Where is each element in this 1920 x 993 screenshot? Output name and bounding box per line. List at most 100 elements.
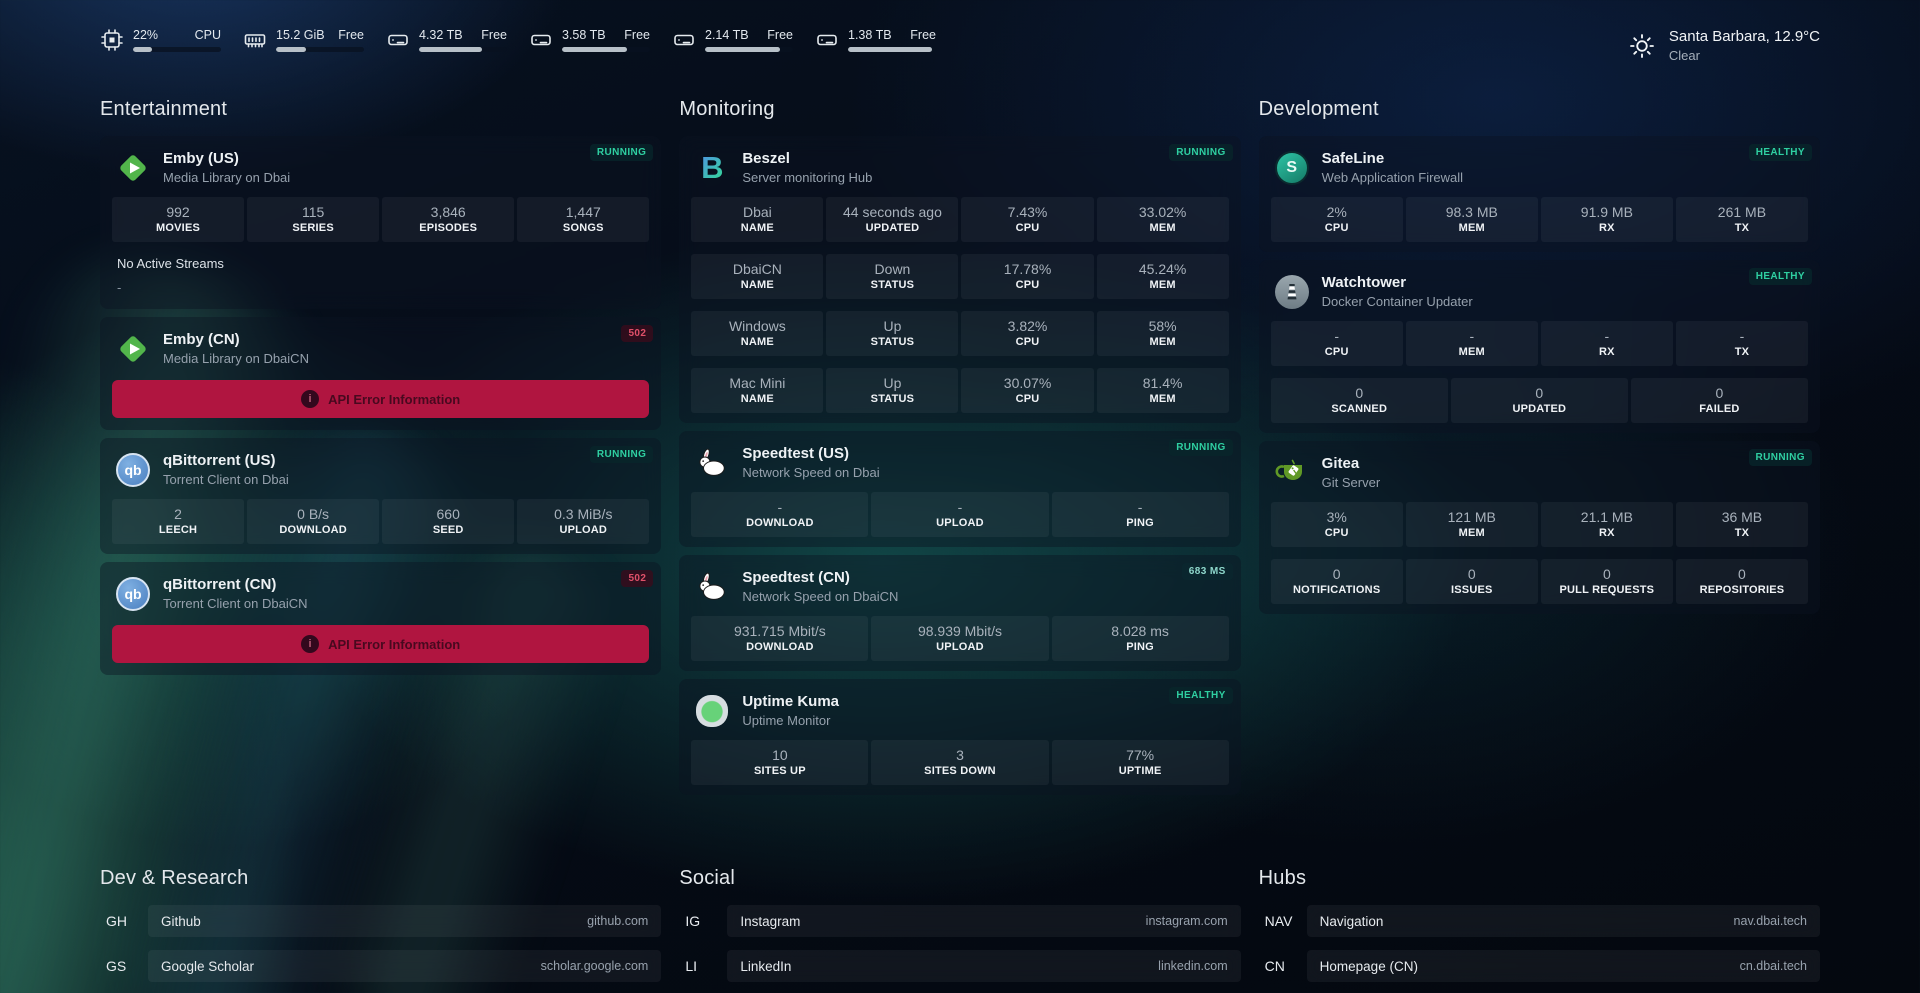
service-link-speedtest-cn[interactable]: Speedtest (CN) Network Speed on DbaiCN	[679, 555, 1240, 616]
api-error-banner[interactable]: i API Error Information	[112, 625, 650, 663]
stat-label: NAME	[740, 222, 774, 234]
stat-label: CPU	[1324, 527, 1349, 539]
stat-label: CPU	[1015, 222, 1040, 234]
stat-value: Mac Mini	[729, 375, 786, 391]
stat-value: 17.78%	[1003, 261, 1052, 277]
resource-bar	[419, 47, 507, 52]
service-link-uptime-kuma[interactable]: Uptime Kuma Uptime Monitor	[679, 679, 1240, 740]
stat-block: 0 SCANNED	[1270, 378, 1448, 423]
status-badge: RUNNING	[589, 446, 654, 463]
service-link-safeline[interactable]: S SafeLine Web Application Firewall	[1259, 136, 1820, 197]
safeline-shield-icon: S	[1274, 150, 1309, 185]
service-card-emby-cn: 502 Emby (CN) Media Library on DbaiCN i	[100, 317, 662, 430]
stat-label: REPOSITORIES	[1699, 584, 1785, 596]
bookmark-link-linkedin[interactable]: LinkedIn linkedin.com	[727, 950, 1241, 982]
bookmark-abbr: IG	[685, 913, 701, 929]
stat-block: 0 REPOSITORIES	[1675, 559, 1808, 604]
stat-block: 3.82% CPU	[961, 311, 1094, 356]
bookmark-url: nav.dbai.tech	[1733, 914, 1807, 928]
service-link-beszel[interactable]: B Beszel Server monitoring Hub	[679, 136, 1240, 197]
service-title: SafeLine	[1321, 150, 1385, 167]
stat-label: MOVIES	[156, 222, 201, 234]
service-card-emby-us: RUNNING Emby (US) Media Library on Dbai	[100, 136, 662, 309]
stat-grid: - DOWNLOAD - UPLOAD - PING	[679, 492, 1240, 547]
stat-value: 3%	[1326, 509, 1347, 525]
stat-value: 660	[436, 506, 460, 522]
top-bar: 22% CPU 15.2 GiB Fr	[100, 28, 1820, 74]
stat-block: 931.715 Mbit/s DOWNLOAD	[691, 616, 869, 661]
service-subtitle: Torrent Client on Dbai	[163, 472, 289, 487]
stat-label: MEM	[1458, 222, 1485, 234]
emby-icon	[116, 332, 150, 366]
stat-block: Up STATUS	[826, 311, 959, 356]
stat-label: PING	[1126, 517, 1154, 529]
api-error-banner[interactable]: i API Error Information	[112, 380, 650, 418]
service-link-watchtower[interactable]: Watchtower Docker Container Updater	[1259, 260, 1820, 321]
stat-value: 81.4%	[1142, 375, 1183, 391]
service-link-speedtest-us[interactable]: Speedtest (US) Network Speed on Dbai	[679, 431, 1240, 492]
resource-label: Free	[624, 28, 650, 42]
stat-block: Mac Mini NAME	[691, 368, 824, 413]
resource-label: Free	[910, 28, 936, 42]
stat-label: EPISODES	[419, 222, 478, 234]
stat-block: 2 LEECH	[112, 499, 245, 544]
resource-cpu: 22% CPU	[100, 28, 221, 52]
stat-block: 7.43% CPU	[961, 197, 1094, 242]
stat-block: DbaiCN NAME	[691, 254, 824, 299]
stat-block: - CPU	[1270, 321, 1403, 366]
no-active-streams-text: No Active Streams	[117, 256, 224, 271]
stat-block: 3% CPU	[1270, 502, 1403, 547]
stat-block: 0 B/s DOWNLOAD	[247, 499, 380, 544]
stat-label: UPLOAD	[559, 524, 608, 536]
stat-label: MEM	[1458, 346, 1485, 358]
resource-bar-fill	[848, 47, 932, 52]
stat-value: 0	[1738, 566, 1746, 582]
stat-block: 45.24% MEM	[1096, 254, 1229, 299]
bookmark-link-instagram[interactable]: Instagram instagram.com	[727, 905, 1241, 937]
stat-label: UPLOAD	[936, 517, 984, 529]
stat-label: RX	[1599, 222, 1615, 234]
service-link-qbittorrent-us[interactable]: qb qBittorrent (US) Torrent Client on Db…	[100, 438, 661, 499]
service-link-emby-us[interactable]: Emby (US) Media Library on Dbai	[100, 136, 661, 197]
stat-block: 0 FAILED	[1630, 378, 1808, 423]
bookmark-url: cn.dbai.tech	[1739, 959, 1807, 973]
stat-label: UPDATED	[865, 222, 920, 234]
service-link-qbittorrent-cn[interactable]: qb qBittorrent (CN) Torrent Client on Db…	[100, 562, 661, 623]
bookmark-link-google-scholar[interactable]: Google Scholar scholar.google.com	[148, 950, 662, 982]
stat-label: MEM	[1149, 393, 1176, 405]
status-badge: RUNNING	[1748, 449, 1812, 466]
service-link-emby-cn[interactable]: Emby (CN) Media Library on DbaiCN	[100, 317, 661, 378]
stat-block: 30.07% CPU	[961, 368, 1094, 413]
service-subtitle: Media Library on Dbai	[163, 170, 291, 185]
resource-bar	[705, 47, 793, 52]
stat-block: 660 SEED	[382, 499, 515, 544]
service-title: Watchtower	[1321, 274, 1407, 291]
service-card-gitea: RUNNING Gitea Git	[1258, 441, 1820, 614]
stat-label: MEM	[1149, 336, 1176, 348]
stat-label: RX	[1599, 527, 1615, 539]
stat-label: TX	[1734, 527, 1750, 539]
stat-block: 98.939 Mbit/s UPLOAD	[871, 616, 1049, 661]
disk-icon	[815, 28, 839, 52]
bookmark-link-homepage-cn[interactable]: Homepage (CN) cn.dbai.tech	[1306, 950, 1820, 982]
resource-bar-fill	[419, 47, 483, 52]
bookmark-url: instagram.com	[1145, 914, 1228, 928]
bookmark-link-navigation[interactable]: Navigation nav.dbai.tech	[1306, 905, 1820, 937]
service-card-speedtest-cn: 683 MS Speedtest (CN) Network Spe	[679, 555, 1241, 671]
bookmark-url: scholar.google.com	[540, 959, 649, 973]
stat-value: 77%	[1126, 747, 1155, 763]
status-badge: RUNNING	[589, 144, 654, 161]
stat-value: 7.43%	[1007, 204, 1048, 220]
bookmark-name: Instagram	[740, 913, 801, 929]
bookmark-link-github[interactable]: Github github.com	[148, 905, 662, 937]
weather-widget: Santa Barbara, 12.9°C Clear	[1628, 28, 1820, 63]
service-link-gitea[interactable]: Gitea Git Server	[1259, 441, 1820, 502]
section-entertainment: Entertainment RUNNING Emby (US) Media Li…	[100, 98, 662, 683]
stat-block: Up STATUS	[826, 368, 959, 413]
stat-block: 0 NOTIFICATIONS	[1270, 559, 1403, 604]
bookmark-url: linkedin.com	[1158, 959, 1228, 973]
status-badge: 502	[621, 570, 654, 587]
resource-bar-fill	[562, 47, 628, 52]
stat-value: 21.1 MB	[1580, 509, 1633, 525]
section-development: Development HEALTHY S SafeLine Web Appli…	[1258, 98, 1820, 622]
